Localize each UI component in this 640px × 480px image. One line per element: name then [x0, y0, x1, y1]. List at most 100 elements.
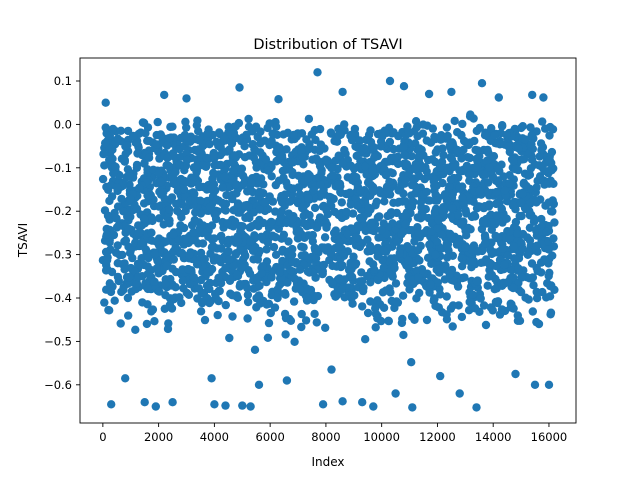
data-point: [378, 255, 387, 265]
data-point: [319, 243, 329, 252]
y-tick-label: 0.1: [54, 74, 72, 88]
data-point: [363, 308, 373, 318]
data-point: [521, 293, 530, 302]
data-point: [505, 233, 515, 243]
data-point: [182, 94, 191, 103]
data-point: [390, 153, 400, 163]
data-point: [283, 182, 292, 191]
data-point: [311, 254, 321, 263]
data-point: [284, 237, 293, 246]
data-point: [243, 290, 253, 299]
data-point: [511, 369, 520, 379]
data-point: [328, 171, 337, 180]
data-point: [430, 175, 439, 184]
data-point: [139, 199, 149, 208]
data-point: [160, 90, 169, 100]
data-point: [161, 291, 170, 300]
data-point: [273, 293, 282, 303]
data-point: [229, 261, 238, 270]
data-point: [522, 181, 531, 191]
data-point: [337, 285, 346, 294]
data-point: [500, 186, 510, 195]
data-point: [229, 166, 238, 175]
data-point: [310, 243, 319, 252]
data-point: [532, 241, 541, 250]
data-point: [338, 261, 347, 270]
data-point: [207, 374, 216, 383]
data-point: [351, 260, 360, 269]
data-point: [163, 252, 172, 261]
data-point: [448, 301, 458, 310]
data-point: [206, 185, 215, 194]
data-point: [246, 237, 255, 246]
data-point: [407, 358, 416, 367]
data-point: [263, 166, 273, 175]
data-point: [425, 196, 434, 205]
data-point: [481, 320, 491, 330]
data-point: [340, 120, 349, 129]
data-point: [502, 130, 511, 140]
data-point: [150, 250, 159, 259]
data-point: [102, 256, 112, 265]
data-point: [334, 180, 343, 189]
data-point: [525, 223, 535, 232]
data-point: [472, 126, 481, 136]
data-point: [169, 179, 178, 188]
data-point: [240, 142, 249, 151]
data-point: [159, 188, 168, 197]
data-point: [225, 276, 235, 285]
data-point: [244, 114, 253, 124]
data-point: [347, 272, 357, 281]
data-point: [544, 380, 554, 389]
data-point: [312, 318, 321, 327]
data-point: [167, 193, 177, 202]
data-point: [546, 308, 556, 317]
data-point: [471, 163, 480, 172]
data-point: [153, 256, 162, 266]
data-point: [518, 189, 527, 199]
data-point: [412, 294, 421, 303]
data-point: [309, 186, 318, 195]
data-point: [399, 82, 409, 91]
data-point: [387, 129, 397, 138]
data-point: [175, 160, 184, 170]
data-point: [462, 161, 472, 171]
data-point: [450, 116, 459, 126]
data-point: [427, 274, 436, 283]
data-point: [546, 282, 555, 291]
data-point: [290, 274, 300, 284]
data-point: [365, 241, 375, 251]
data-point: [417, 163, 426, 173]
data-point: [352, 173, 361, 182]
data-point: [267, 217, 276, 227]
data-point: [321, 323, 330, 332]
data-point: [129, 131, 138, 141]
data-point: [287, 250, 297, 260]
data-point: [151, 402, 160, 411]
data-point: [335, 242, 344, 251]
data-point: [228, 312, 237, 321]
data-point: [370, 265, 379, 274]
data-point: [183, 137, 192, 147]
data-point: [289, 130, 298, 140]
data-point: [547, 147, 557, 157]
data-point: [105, 279, 115, 288]
data-point: [315, 161, 325, 171]
y-tick-label: −0.4: [44, 291, 72, 305]
data-point: [152, 237, 161, 246]
y-tick-label: −0.3: [44, 248, 72, 262]
data-point: [328, 278, 337, 288]
data-point: [160, 194, 169, 203]
data-point: [169, 255, 178, 264]
data-point: [540, 180, 549, 189]
data-point: [477, 79, 487, 88]
data-point: [152, 264, 161, 273]
data-point: [119, 283, 128, 292]
data-point: [218, 183, 227, 192]
data-point: [401, 197, 410, 206]
data-point: [295, 190, 305, 199]
x-tick-label: 4000: [200, 430, 229, 444]
data-point: [509, 304, 518, 313]
data-point: [262, 245, 271, 254]
